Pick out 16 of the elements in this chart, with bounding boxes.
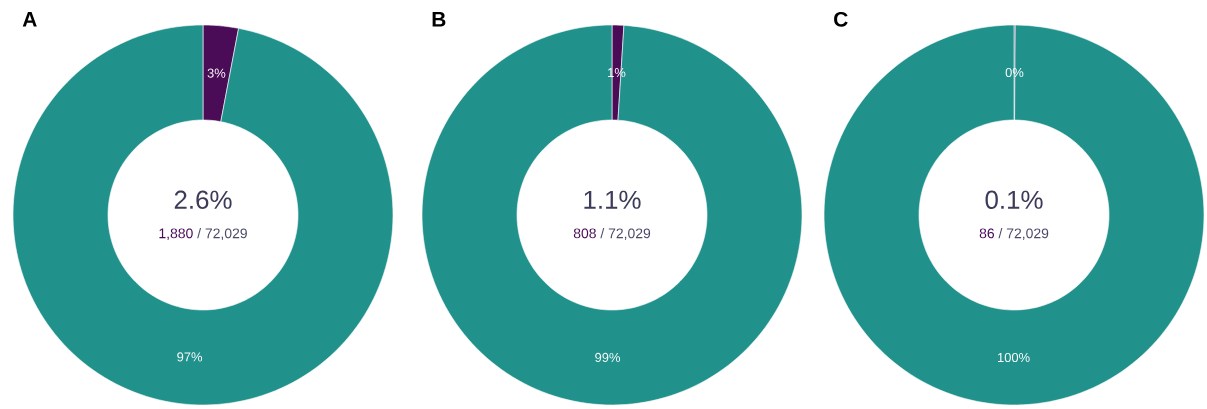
text: / 72,029 [600, 228, 651, 240]
text: 0.1% [985, 190, 1043, 209]
data-label: 99% [595, 352, 621, 363]
data-label: 3% [207, 68, 226, 78]
chart-title: B [432, 12, 446, 27]
text: / 72,029 [197, 228, 247, 240]
text: 2.6% [174, 190, 232, 209]
data-label: 100% [997, 352, 1030, 363]
text: 808 [573, 228, 596, 239]
data-label: 97% [177, 352, 203, 362]
chart-title: A [22, 12, 37, 27]
text: 1,880 [159, 228, 193, 240]
text: 86 [979, 228, 995, 239]
text: 1.1% [584, 190, 641, 209]
chart-title: C [834, 11, 848, 27]
text: / 72,029 [998, 228, 1049, 240]
